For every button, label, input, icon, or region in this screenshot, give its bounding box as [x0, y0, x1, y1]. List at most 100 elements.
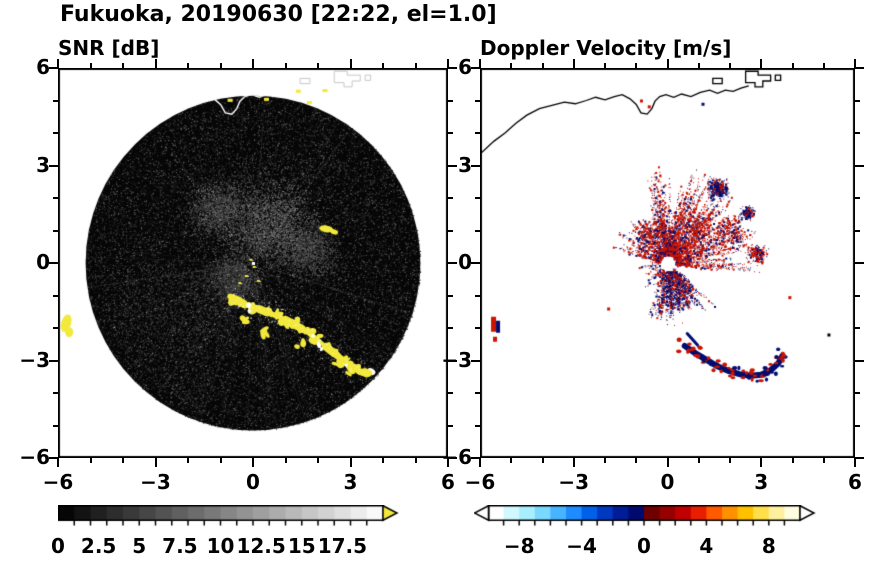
colorbar-tick-label: 5 [132, 534, 147, 558]
colorbar-tick-label: 15 [287, 534, 316, 558]
x-tick-mark [729, 63, 731, 68]
y-tick-mark [448, 392, 453, 394]
x-tick-mark [822, 458, 825, 463]
x-tick-mark [729, 458, 731, 463]
x-tick-mark [760, 59, 763, 68]
x-tick-label: −6 [464, 470, 496, 494]
doppler-ppi-plot [480, 68, 855, 458]
x-tick-mark [854, 458, 856, 467]
x-tick-label: −3 [140, 470, 171, 494]
doppler-panel-title: Doppler Velocity [m/s] [480, 36, 732, 60]
y-tick-label: 0 [36, 250, 50, 274]
x-tick-mark [382, 63, 384, 68]
x-tick-mark [510, 63, 513, 68]
y-tick-label: 6 [36, 55, 50, 79]
x-tick-mark [479, 59, 481, 68]
y-tick-mark [448, 229, 453, 232]
x-tick-mark [252, 59, 254, 68]
y-tick-mark [448, 294, 453, 297]
x-tick-mark [760, 458, 763, 467]
x-tick-mark [666, 59, 669, 68]
y-tick-label: 3 [458, 152, 472, 177]
x-tick-mark [57, 59, 59, 68]
figure-title: Fukuoka, 20190630 [22:22, el=1.0] [60, 2, 497, 27]
x-tick-mark [284, 458, 287, 463]
y-tick-mark [49, 164, 58, 167]
colorbar-tick-label: 0 [637, 534, 651, 558]
colorbar-tick-label: 2.5 [80, 534, 117, 558]
y-tick-mark [855, 197, 860, 199]
colorbar-tick-label: −8 [503, 534, 535, 558]
colorbar-tick-label: 17.5 [317, 534, 368, 558]
y-tick-mark [471, 359, 480, 362]
y-tick-mark [53, 132, 58, 134]
x-tick-label: 0 [246, 470, 260, 494]
y-tick-mark [49, 67, 58, 69]
x-tick-mark [382, 458, 384, 463]
x-tick-label: −3 [558, 470, 590, 494]
x-tick-mark [541, 458, 544, 463]
y-tick-mark [855, 262, 864, 264]
x-tick-mark [122, 458, 124, 463]
y-tick-mark [855, 457, 864, 459]
y-tick-mark [53, 294, 58, 297]
x-tick-label: 3 [343, 470, 358, 494]
y-tick-mark [471, 164, 480, 167]
x-tick-mark [122, 63, 124, 68]
colorbar-tick-label: 12.5 [236, 534, 286, 558]
y-tick-mark [475, 99, 480, 102]
y-tick-mark [855, 424, 860, 427]
y-tick-mark [471, 67, 480, 69]
y-tick-mark [53, 229, 58, 232]
x-tick-mark [479, 458, 481, 467]
colorbar-tick-label: 4 [699, 534, 714, 558]
y-tick-mark [855, 67, 864, 69]
y-tick-mark [448, 457, 457, 459]
x-tick-mark [89, 458, 92, 463]
y-tick-mark [855, 132, 860, 134]
colorbar-tick-label: 10 [206, 534, 235, 558]
y-tick-mark [855, 294, 860, 297]
y-tick-mark [855, 229, 860, 232]
y-tick-mark [855, 359, 864, 362]
x-tick-mark [697, 63, 700, 68]
x-tick-mark [822, 63, 825, 68]
y-tick-mark [49, 457, 58, 459]
x-tick-mark [604, 458, 606, 463]
x-tick-mark [854, 59, 856, 68]
y-tick-mark [855, 327, 860, 329]
x-tick-mark [447, 458, 449, 467]
x-tick-mark [317, 63, 319, 68]
y-tick-mark [53, 197, 58, 199]
y-tick-mark [448, 164, 457, 167]
x-tick-mark [154, 458, 157, 467]
y-tick-mark [448, 67, 457, 69]
y-tick-mark [448, 262, 457, 264]
colorbar-tick-label: −4 [566, 534, 597, 558]
colorbar-tick-label: 7.5 [162, 534, 198, 558]
x-tick-mark [414, 63, 417, 68]
y-tick-mark [53, 392, 58, 394]
x-tick-mark [187, 458, 189, 463]
y-tick-mark [475, 424, 480, 427]
x-tick-mark [635, 63, 638, 68]
y-tick-mark [448, 359, 457, 362]
x-tick-mark [791, 63, 794, 68]
x-tick-mark [89, 63, 92, 68]
y-tick-label: −3 [441, 347, 472, 372]
x-tick-mark [791, 458, 794, 463]
y-tick-mark [53, 99, 58, 102]
y-tick-mark [53, 327, 58, 329]
x-tick-mark [635, 458, 638, 463]
x-tick-label: 0 [660, 470, 675, 494]
y-tick-mark [855, 99, 860, 102]
x-tick-mark [349, 458, 352, 467]
y-tick-mark [475, 229, 480, 232]
y-tick-mark [475, 197, 480, 199]
y-tick-label: 0 [458, 250, 472, 274]
x-tick-mark [604, 63, 606, 68]
y-tick-mark [49, 359, 58, 362]
y-tick-mark [448, 197, 453, 199]
y-tick-mark [475, 327, 480, 329]
